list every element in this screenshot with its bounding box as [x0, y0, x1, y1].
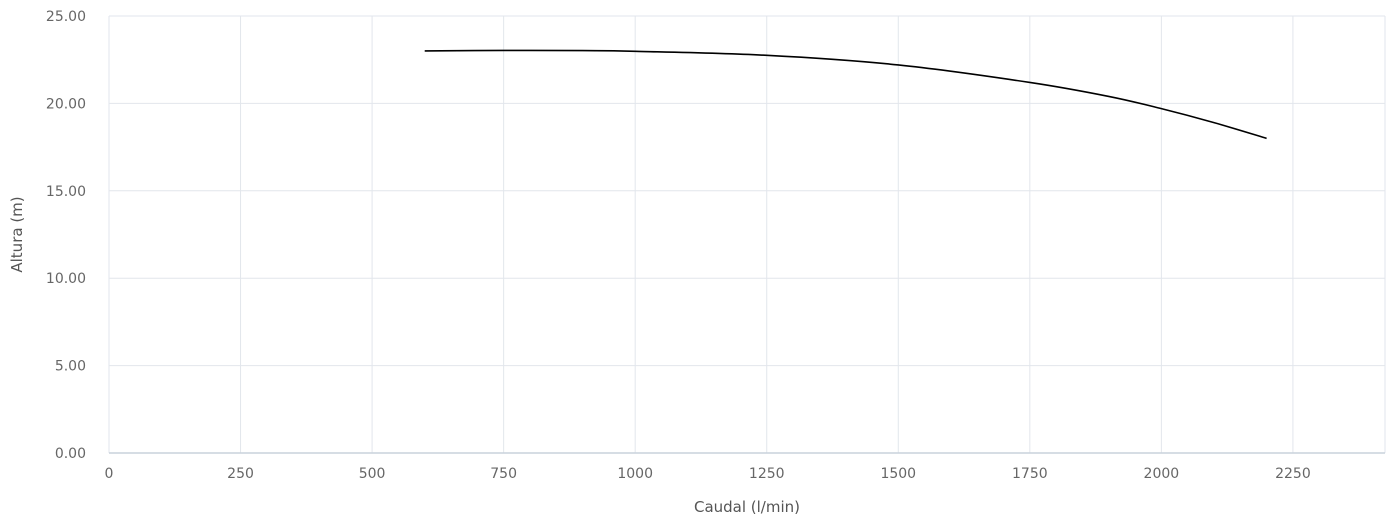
- x-tick-label: 1750: [1012, 466, 1048, 482]
- x-tick-label: 250: [227, 466, 254, 482]
- x-tick-label: 1000: [617, 466, 653, 482]
- pump-curve-line: [424, 49, 1267, 140]
- x-tick-label: 1500: [880, 466, 916, 482]
- vertical-gridlines: [108, 16, 1386, 453]
- y-tick-label: 20.00: [46, 96, 86, 112]
- y-tick-label: 15.00: [46, 184, 86, 200]
- x-tick-label: 2250: [1275, 466, 1311, 482]
- x-tick-label: 2000: [1144, 466, 1180, 482]
- y-tick-label: 0.00: [55, 446, 86, 462]
- y-tick-label: 5.00: [55, 359, 86, 375]
- y-axis-title: Altura (m): [8, 196, 26, 272]
- horizontal-gridlines: [109, 15, 1385, 367]
- x-tick-label: 500: [359, 466, 386, 482]
- y-tick-label: 10.00: [46, 271, 86, 287]
- x-axis-tick-labels: 0 250 500 750 1000 1250 1500 1750 2000 2250: [105, 466, 1311, 482]
- x-tick-label: 0: [105, 466, 114, 482]
- x-axis-title: Caudal (l/min): [694, 498, 800, 516]
- y-axis-tick-labels: 0.00 5.00 10.00 15.00 20.00 25.00: [46, 9, 86, 462]
- y-tick-label: 25.00: [46, 9, 86, 25]
- x-tick-label: 1250: [749, 466, 785, 482]
- series-layer: [424, 49, 1267, 140]
- x-tick-label: 750: [490, 466, 517, 482]
